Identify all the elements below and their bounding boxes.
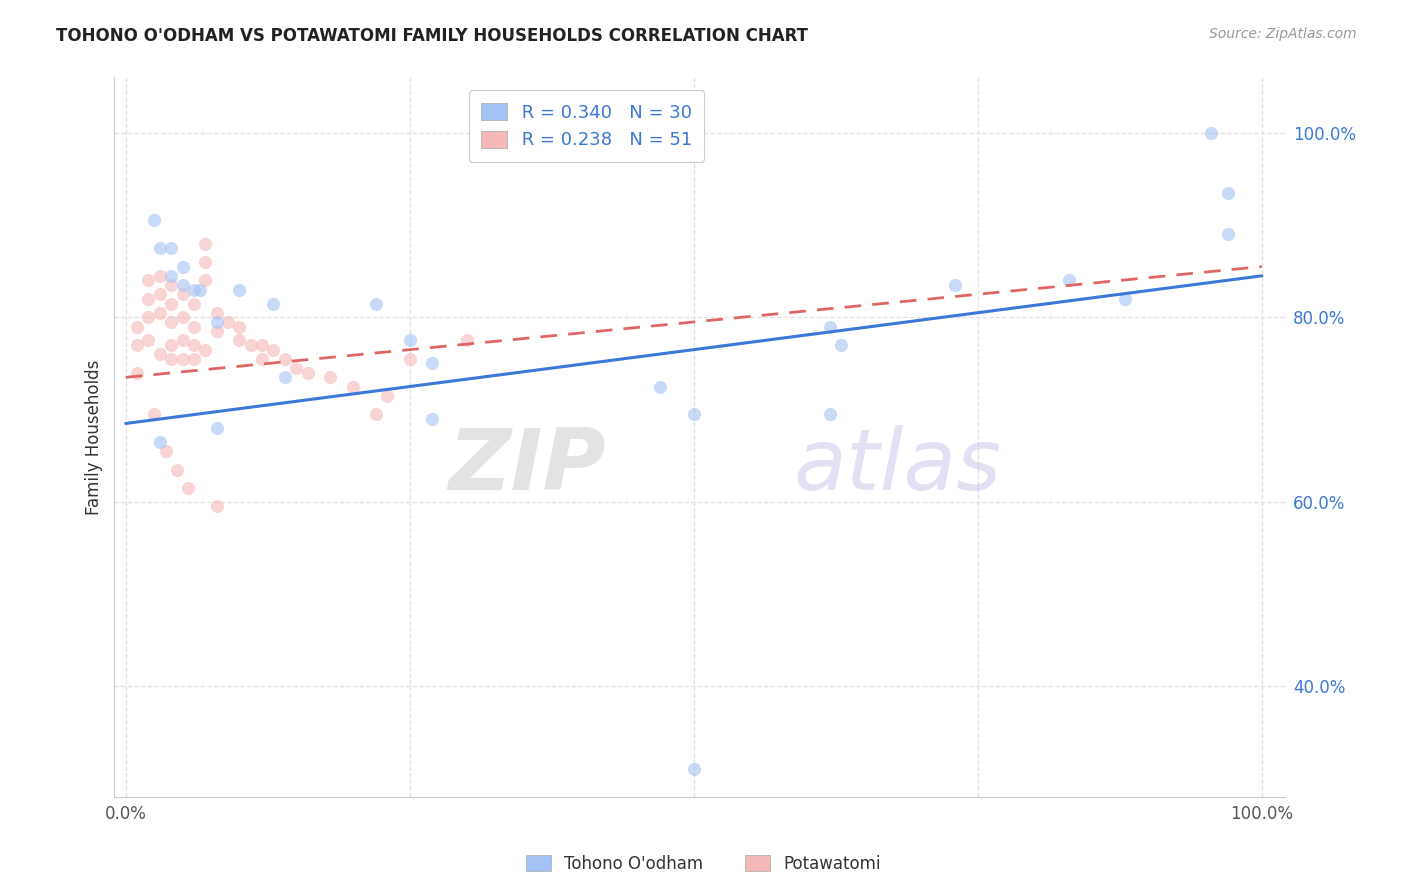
Point bbox=[648, 379, 671, 393]
Text: TOHONO O'ODHAM VS POTAWATOMI FAMILY HOUSEHOLDS CORRELATION CHART: TOHONO O'ODHAM VS POTAWATOMI FAMILY HOUS… bbox=[56, 27, 808, 45]
Point bbox=[239, 338, 262, 352]
Point bbox=[183, 351, 205, 366]
Point bbox=[943, 278, 966, 293]
Point bbox=[177, 481, 200, 495]
Text: Source: ZipAtlas.com: Source: ZipAtlas.com bbox=[1209, 27, 1357, 41]
Point bbox=[127, 338, 149, 352]
Point bbox=[830, 338, 852, 352]
Point bbox=[398, 334, 420, 348]
Point bbox=[143, 407, 166, 421]
Point bbox=[183, 319, 205, 334]
Point bbox=[172, 260, 194, 274]
Point bbox=[1057, 273, 1080, 287]
Point bbox=[342, 379, 364, 393]
Point bbox=[818, 319, 841, 334]
Point bbox=[160, 241, 183, 255]
Point bbox=[149, 347, 172, 361]
Point bbox=[398, 351, 420, 366]
Point bbox=[149, 287, 172, 301]
Point bbox=[319, 370, 342, 384]
Point bbox=[364, 407, 387, 421]
Point bbox=[127, 366, 149, 380]
Point bbox=[183, 338, 205, 352]
Text: ZIP: ZIP bbox=[449, 425, 606, 508]
Point bbox=[194, 255, 217, 269]
Point bbox=[422, 356, 444, 370]
Point bbox=[682, 407, 704, 421]
Point bbox=[1216, 227, 1239, 242]
Point bbox=[194, 273, 217, 287]
Point bbox=[160, 338, 183, 352]
Point bbox=[682, 763, 704, 777]
Point bbox=[160, 315, 183, 329]
Point bbox=[205, 324, 228, 338]
Point bbox=[297, 366, 319, 380]
Point bbox=[155, 444, 177, 458]
Point bbox=[172, 351, 194, 366]
Point bbox=[138, 334, 160, 348]
Point bbox=[364, 296, 387, 310]
Point bbox=[138, 292, 160, 306]
Point bbox=[172, 334, 194, 348]
Point bbox=[262, 296, 284, 310]
Point bbox=[205, 500, 228, 514]
Point bbox=[194, 343, 217, 357]
Point bbox=[228, 283, 250, 297]
Point bbox=[1114, 292, 1136, 306]
Point bbox=[274, 370, 297, 384]
Point bbox=[172, 310, 194, 325]
Point bbox=[1216, 186, 1239, 200]
Point bbox=[138, 310, 160, 325]
Point bbox=[149, 241, 172, 255]
Point bbox=[194, 236, 217, 251]
Point bbox=[160, 351, 183, 366]
Point bbox=[205, 421, 228, 435]
Point bbox=[143, 213, 166, 227]
Point bbox=[183, 296, 205, 310]
Point bbox=[456, 334, 478, 348]
Point bbox=[205, 315, 228, 329]
Point bbox=[205, 306, 228, 320]
Point bbox=[183, 283, 205, 297]
Point bbox=[375, 389, 398, 403]
Point bbox=[160, 278, 183, 293]
Legend:  R = 0.340   N = 30,  R = 0.238   N = 51: R = 0.340 N = 30, R = 0.238 N = 51 bbox=[468, 90, 704, 162]
Legend: Tohono O'odham, Potawatomi: Tohono O'odham, Potawatomi bbox=[519, 848, 887, 880]
Point bbox=[172, 287, 194, 301]
Point bbox=[262, 343, 284, 357]
Point bbox=[250, 338, 273, 352]
Point bbox=[149, 268, 172, 283]
Point bbox=[127, 319, 149, 334]
Point bbox=[250, 351, 273, 366]
Point bbox=[172, 278, 194, 293]
Point bbox=[818, 407, 841, 421]
Point bbox=[228, 319, 250, 334]
Point bbox=[285, 361, 308, 376]
Point bbox=[217, 315, 239, 329]
Point bbox=[149, 306, 172, 320]
Point bbox=[166, 462, 188, 476]
Point bbox=[160, 268, 183, 283]
Point bbox=[149, 434, 172, 449]
Point bbox=[160, 296, 183, 310]
Point bbox=[138, 273, 160, 287]
Point bbox=[274, 351, 297, 366]
Y-axis label: Family Households: Family Households bbox=[86, 359, 103, 515]
Text: atlas: atlas bbox=[793, 425, 1001, 508]
Point bbox=[188, 283, 211, 297]
Point bbox=[1199, 126, 1222, 140]
Point bbox=[422, 412, 444, 426]
Point bbox=[228, 334, 250, 348]
